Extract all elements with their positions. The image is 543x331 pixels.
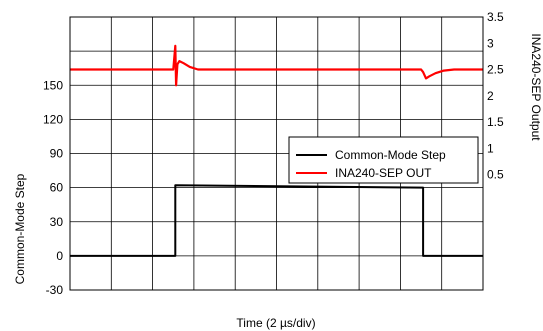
y-axis-label-right: INA240-SEP Output [529, 33, 543, 141]
y-axis-label-left: Common-Mode Step [13, 173, 27, 284]
x-axis-label: Time (2 µs/div) [236, 316, 315, 330]
left-tick-label: 150 [43, 78, 63, 92]
series-line-common-mode-step [70, 184, 483, 257]
legend: Common-Mode Step INA240-SEP OUT [288, 136, 479, 184]
legend-label-ina240-sep-out: INA240-SEP OUT [335, 166, 432, 180]
legend-label-common-mode-step: Common-Mode Step [335, 148, 446, 162]
left-tick-label: 30 [50, 215, 64, 229]
left-tick-label: -30 [46, 283, 64, 297]
series-line-ina240-sep-out [70, 44, 483, 87]
right-tick-label: 3.5 [487, 10, 504, 24]
right-tick-label: 2.5 [487, 63, 504, 77]
right-axis-ticks: 0.5 1 1.5 2 2.5 3 3.5 [487, 10, 504, 182]
left-tick-label: 90 [50, 147, 64, 161]
left-tick-label: 0 [56, 249, 63, 263]
series-group [70, 44, 483, 257]
grid [70, 17, 483, 290]
legend-box [288, 136, 479, 184]
left-tick-label: 60 [50, 181, 64, 195]
right-tick-label: 3 [487, 36, 494, 50]
left-axis-ticks: -30 0 30 60 90 120 150 [43, 78, 63, 297]
right-tick-label: 0.5 [487, 168, 504, 182]
right-tick-label: 2 [487, 89, 494, 103]
right-tick-label: 1 [487, 141, 494, 155]
plot-frame [69, 16, 484, 291]
left-tick-label: 120 [43, 112, 63, 126]
right-tick-label: 1.5 [487, 115, 504, 129]
